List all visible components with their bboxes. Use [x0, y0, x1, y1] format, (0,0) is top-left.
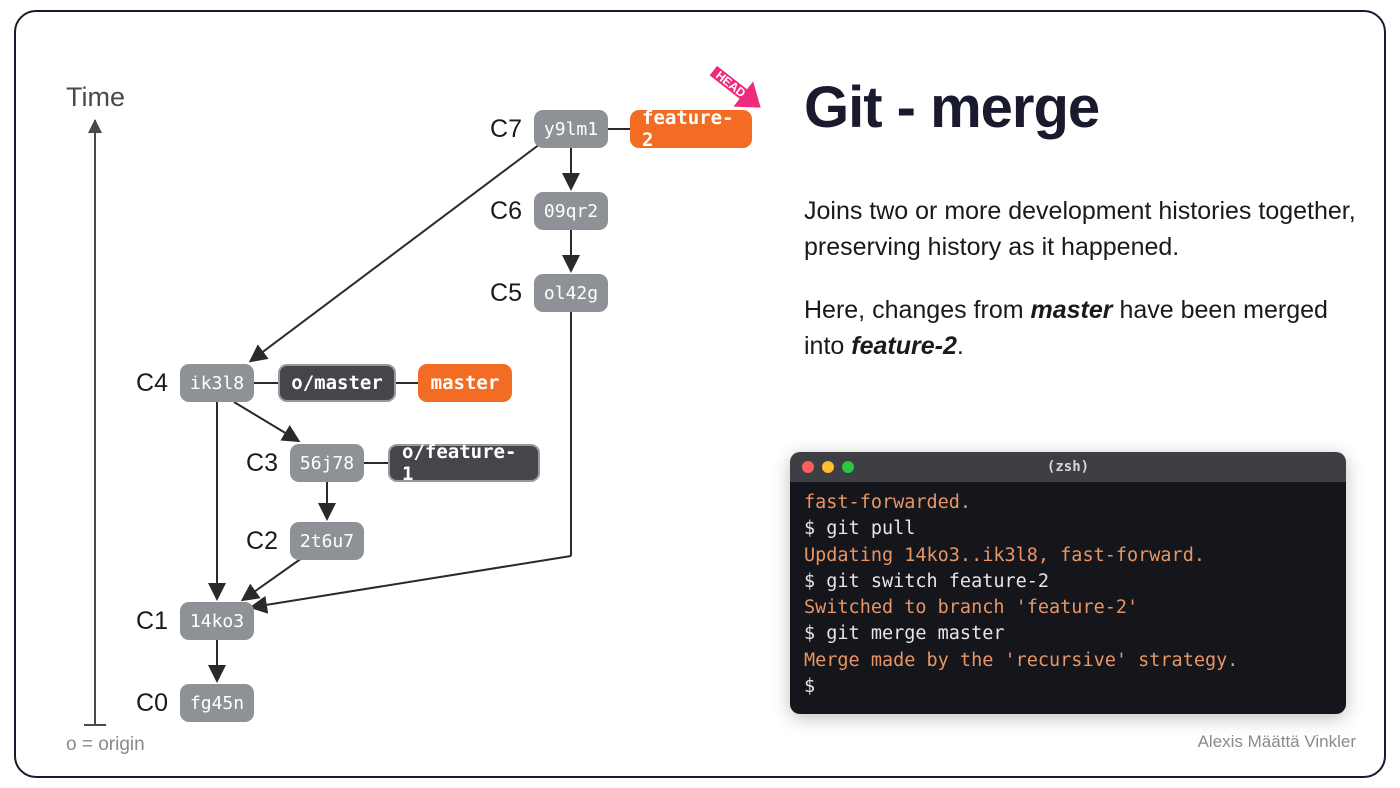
commit-node-c5: ol42g: [534, 274, 608, 312]
author-credit: Alexis Määttä Vinkler: [1198, 732, 1356, 752]
terminal-line: $ git pull: [804, 516, 1332, 542]
terminal-line: Updating 14ko3..ik3l8, fast-forward.: [804, 543, 1332, 569]
diagram-frame: Time C7 y9lm1 C6 09qr2 C5 ol42g C4 ik3l8 C3 56j78…: [14, 10, 1386, 778]
origin-legend: o = origin: [66, 734, 145, 756]
explanation-panel: Git - merge Joins two or more developmen…: [804, 74, 1364, 390]
commit-label-c2: C2: [238, 527, 278, 556]
branch-o-master: o/master: [278, 364, 396, 402]
commit-node-c0: fg45n: [180, 684, 254, 722]
terminal-body: fast-forwarded.$ git pullUpdating 14ko3.…: [790, 482, 1346, 714]
terminal-line: $ git merge master: [804, 621, 1332, 647]
time-axis-label: Time: [66, 82, 125, 113]
commit-node-c4: ik3l8: [180, 364, 254, 402]
commit-label-c1: C1: [128, 607, 168, 636]
svg-text:HEAD: HEAD: [713, 68, 749, 100]
commit-node-c6: 09qr2: [534, 192, 608, 230]
branch-o-feature-1: o/feature-1: [388, 444, 540, 482]
commit-node-c3: 56j78: [290, 444, 364, 482]
terminal-titlebar: (zsh): [790, 452, 1346, 482]
terminal-line: Merge made by the 'recursive' strategy.: [804, 648, 1332, 674]
commit-node-c7: y9lm1: [534, 110, 608, 148]
terminal-window: (zsh) fast-forwarded.$ git pullUpdating …: [790, 452, 1346, 714]
terminal-line: $: [804, 674, 1332, 700]
commit-label-c4: C4: [128, 369, 168, 398]
commit-node-c1: 14ko3: [180, 602, 254, 640]
commit-label-c6: C6: [482, 197, 522, 226]
terminal-line: Switched to branch 'feature-2': [804, 595, 1332, 621]
terminal-line: $ git switch feature-2: [804, 569, 1332, 595]
commit-label-c3: C3: [238, 449, 278, 478]
page-title: Git - merge: [804, 74, 1364, 141]
terminal-line: fast-forwarded.: [804, 490, 1332, 516]
branch-master: master: [418, 364, 512, 402]
commit-label-c0: C0: [128, 689, 168, 718]
terminal-title: (zsh): [790, 459, 1346, 475]
head-pointer: HEAD: [696, 62, 768, 116]
description-2: Here, changes from master have been merg…: [804, 292, 1364, 365]
commit-label-c5: C5: [482, 279, 522, 308]
commit-label-c7: C7: [482, 115, 522, 144]
commit-node-c2: 2t6u7: [290, 522, 364, 560]
git-graph: Time C7 y9lm1 C6 09qr2 C5 ol42g C4 ik3l8 C3 56j78…: [16, 12, 786, 780]
description-1: Joins two or more development histories …: [804, 193, 1364, 266]
time-axis: [94, 120, 96, 726]
